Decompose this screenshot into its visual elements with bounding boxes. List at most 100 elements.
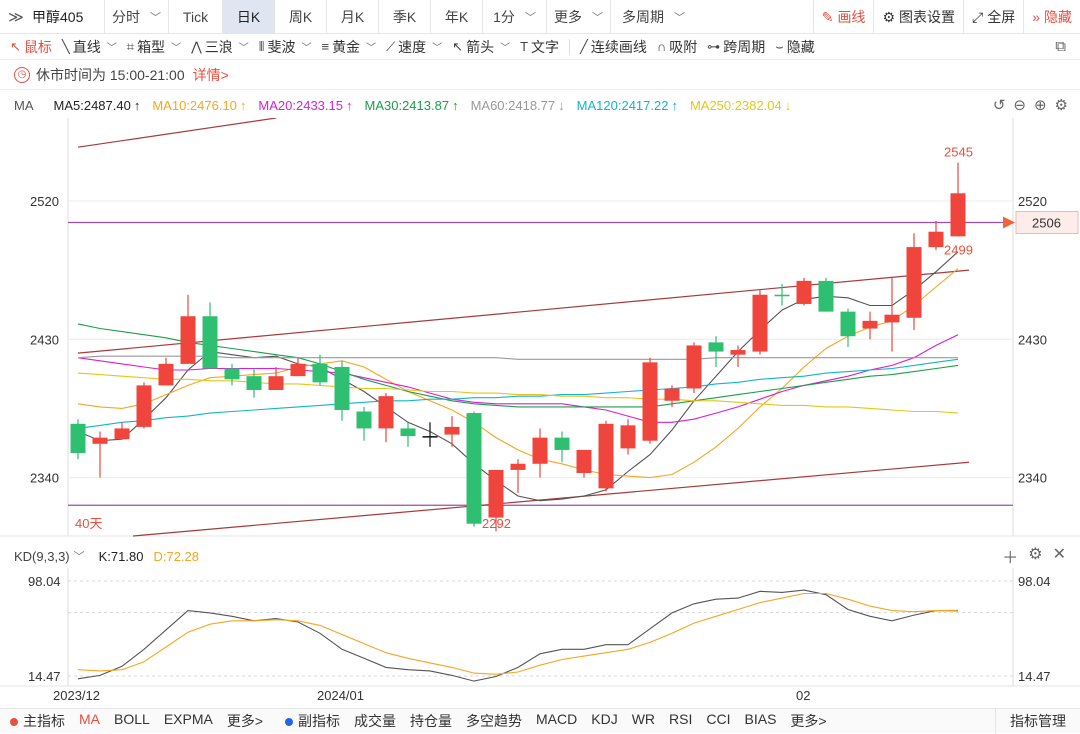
kd-tools: ＋ ⚙ ✕ (1002, 544, 1066, 568)
main-indicator-list: MA BOLL EXPMA 更多> (65, 711, 263, 731)
tab-3[interactable]: 周K (274, 0, 326, 34)
indicator-item[interactable]: RSI (669, 711, 693, 727)
ma-legend-item: MA250:2382.04 ↓ (690, 98, 791, 113)
candle-body (510, 463, 526, 470)
trend-line (132, 461, 970, 537)
tab-label: 更多 (554, 8, 582, 25)
draw-button[interactable]: ✎ 画线 (812, 0, 874, 34)
ma-line-ma250 (77, 372, 959, 414)
tab-8[interactable]: 更多 ﹀ (546, 0, 610, 34)
chevron-down-icon: ﹀ (366, 43, 377, 54)
tool-cursor[interactable]: ↖ 鼠标 (10, 37, 52, 57)
fullscreen-label: 全屏 (987, 9, 1016, 25)
chevron-down-icon: ﹀ (500, 43, 511, 54)
chart-settings-button[interactable]: ⚙ 图表设置 (873, 0, 963, 34)
gear-icon[interactable]: ⚙ (1028, 546, 1043, 563)
tool-speed[interactable]: ⟋ 速度 ﹀ (386, 37, 442, 57)
tool-label: 跨周期 (723, 38, 766, 55)
tool-cross-period[interactable]: ⊶ 跨周期 (707, 37, 765, 57)
indicator-item[interactable]: 多空趋势 (466, 713, 523, 729)
main-indicator-text: 主指标 (23, 713, 65, 729)
tool-gold[interactable]: ≡ 黄金 ﹀ (321, 37, 376, 57)
chevron-down-icon: ﹀ (432, 43, 443, 54)
notice-details-link[interactable]: 详情> (192, 66, 229, 83)
indicator-item[interactable]: 更多> (790, 713, 827, 729)
price-annotation: 2499 (944, 242, 973, 257)
reset-icon[interactable]: ↺ (992, 97, 1006, 114)
tab-label: 1分 (493, 8, 515, 25)
tab-5[interactable]: 季K (378, 0, 430, 34)
indicator-item[interactable]: 更多> (226, 713, 264, 729)
chart-view-icons: ↺ ⊖ ⊕ ⚙ (993, 92, 1068, 118)
candlestick-chart[interactable]: 2340 2340 2430 2430 2520 2520 2499 2292 2545 40天 2… (0, 118, 1080, 543)
tool-hide-eye[interactable]: ⌣ 隐藏 (775, 37, 815, 57)
tab-7[interactable]: 1分 ﹀ (482, 0, 546, 34)
symbol-label[interactable]: 甲醇405 (32, 8, 84, 25)
tool-box[interactable]: ⌗ 箱型 ﹀ (127, 37, 181, 57)
candle-body (664, 388, 680, 401)
ma-legend-bar: MA MA5:2487.40 ↑ MA10:2476.10 ↑ MA20:2433.15… (0, 92, 1080, 118)
tab-6[interactable]: 年K (430, 0, 482, 34)
tab-2[interactable]: 日K (222, 0, 274, 34)
kd-d-line (77, 592, 959, 675)
tool-arrow[interactable]: ↖ 箭头 ﹀ (452, 37, 510, 57)
candle-body (532, 437, 548, 464)
ma-legend-item: MA120:2417.22 ↑ (577, 98, 678, 113)
tool-label: 速度 (398, 38, 427, 55)
x-axis-label: 2023/12 (53, 688, 100, 703)
tool-label: 隐藏 (786, 38, 815, 55)
tool-magnet[interactable]: ∩ 吸附 (657, 37, 697, 57)
indicator-item[interactable]: MA (79, 711, 100, 727)
tab-0[interactable]: 分时 ﹀ (104, 0, 168, 34)
zoom-out-icon[interactable]: ⊖ (1013, 97, 1026, 114)
candle-body (906, 247, 922, 318)
kd-label[interactable]: KD(9,3,3) (14, 548, 70, 564)
ma-value: MA30:2413.87 (364, 97, 450, 113)
gear-icon: ⚙ (882, 8, 895, 25)
indicator-bar: 主指标 MA BOLL EXPMA 更多> 副指标 成交量 持仓量 多空趋势 MACD KDJ… (0, 708, 1080, 734)
candle-body (554, 437, 570, 450)
settings-icon[interactable]: ⚙ (1054, 97, 1068, 114)
candle-body (752, 294, 768, 352)
tool-fibonacci[interactable]: ⦀ 斐波 ﹀ (259, 37, 312, 57)
kd-chart[interactable]: 14.47 14.47 98.04 98.04 2023/12 2024/01 02 (0, 568, 1080, 708)
hide-button[interactable]: » 隐藏 (1023, 0, 1080, 34)
zoom-in-icon[interactable]: ⊕ (1033, 97, 1047, 114)
double-chevron-right-icon: » (1032, 9, 1040, 25)
indicator-item[interactable]: WR (631, 711, 656, 727)
trend-arrow-icon: ↑ (133, 97, 141, 113)
indicator-item[interactable]: CCI (706, 711, 731, 727)
tool-line[interactable]: ╲ 直线 ﹀ (62, 37, 117, 57)
tab-1[interactable]: Tick (168, 0, 222, 34)
tab-9[interactable]: 多周期 ﹀ (610, 0, 696, 34)
indicator-item[interactable]: 持仓量 (410, 713, 453, 729)
close-icon[interactable]: ✕ (1052, 546, 1066, 563)
main-indicator-dot (10, 718, 18, 727)
plus-icon[interactable]: ＋ (1002, 550, 1019, 567)
trend-arrow-icon: ↑ (239, 97, 247, 113)
indicator-item[interactable]: BIAS (744, 711, 777, 727)
text-icon: T (520, 39, 529, 54)
main-indicator-label: 主指标 (10, 711, 65, 731)
indicator-item[interactable]: MACD (536, 711, 578, 727)
wave-icon: ⋀ (191, 38, 202, 54)
indicator-item[interactable]: KDJ (591, 711, 618, 727)
tab-4[interactable]: 月K (326, 0, 378, 34)
tool-continuous-line[interactable]: ╱ 连续画线 (580, 37, 647, 57)
chevron-down-icon: ﹀ (674, 11, 685, 24)
fullscreen-button[interactable]: ⤢ 全屏 (963, 0, 1023, 34)
popout-icon[interactable]: ⧉ (1055, 38, 1066, 55)
chevron-down-icon[interactable]: ﹀ (73, 551, 85, 563)
candle-body (202, 316, 218, 369)
tool-text[interactable]: T 文字 (520, 37, 559, 57)
ma-label[interactable]: MA (14, 97, 34, 113)
expand-sidebar-icon[interactable]: ≫ (8, 8, 24, 26)
indicator-manage-button[interactable]: 指标管理 (995, 708, 1080, 734)
indicator-item[interactable]: 成交量 (354, 713, 397, 729)
kd-y-tick-left: 14.47 (28, 669, 61, 684)
candle-body (796, 280, 812, 304)
tool-wave[interactable]: ⋀ 三浪 ﹀ (191, 37, 249, 57)
indicator-item[interactable]: BOLL (114, 711, 150, 727)
indicator-item[interactable]: EXPMA (163, 711, 213, 727)
tool-label: 连续画线 (590, 38, 647, 55)
